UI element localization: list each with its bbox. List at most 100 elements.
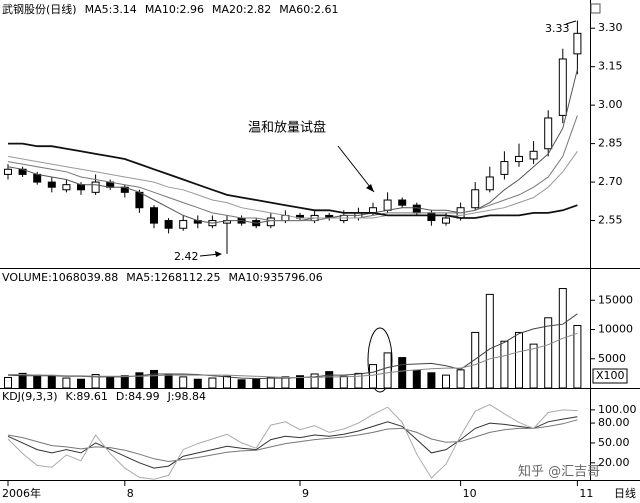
candle-body xyxy=(573,32,582,55)
arrow-head xyxy=(366,184,374,192)
volume-bar xyxy=(223,375,231,389)
volume-bar xyxy=(150,369,158,389)
y-tick-label: 20.00 xyxy=(598,456,630,469)
x-tick-label: 2006年 xyxy=(2,486,41,500)
volume-bar xyxy=(164,373,173,389)
candle-body xyxy=(91,181,100,193)
legend-entry: D:84.99 xyxy=(116,390,160,403)
candle-body xyxy=(383,199,392,211)
annotation: 3.33 xyxy=(545,22,570,35)
volume-bar xyxy=(369,364,377,389)
candle-body xyxy=(485,176,494,191)
y-tick-label: 80.00 xyxy=(598,416,630,429)
volume-bar xyxy=(442,374,450,389)
candle-body xyxy=(412,204,421,214)
volume-bar xyxy=(354,372,363,389)
panel-title: VOLUME:1068039.88 xyxy=(2,271,118,284)
volume-bar xyxy=(325,371,334,389)
candle-body xyxy=(47,181,56,188)
volume-bar xyxy=(33,374,42,389)
volume-bar xyxy=(529,343,538,389)
volume-bar xyxy=(485,293,494,389)
x-tick-label: 8 xyxy=(127,487,134,500)
candle-body xyxy=(33,173,42,183)
volume-bar xyxy=(208,377,217,389)
candle-body xyxy=(544,117,553,150)
legend-entry: MA60:2.61 xyxy=(279,3,338,16)
volume-bar xyxy=(500,340,509,389)
legend-entry: K:89.61 xyxy=(66,390,108,403)
candle-body xyxy=(135,191,144,209)
volume-bar xyxy=(18,372,27,389)
volume-bar xyxy=(91,374,100,389)
candle-body xyxy=(164,220,173,229)
y-tick-label: 3.30 xyxy=(598,21,623,34)
unit-label: X100 xyxy=(596,369,625,382)
series-line xyxy=(7,404,578,480)
candle-body xyxy=(398,199,407,206)
candle-body xyxy=(77,184,85,191)
y-tick-label: 3.00 xyxy=(598,98,623,111)
volume-bar xyxy=(427,372,436,389)
volume-bar xyxy=(281,376,290,389)
legend-entry: J:98.84 xyxy=(167,390,206,403)
watermark: 知乎 @汇吉哥 xyxy=(518,464,600,480)
panel-title: KDJ(9,3,3) xyxy=(2,390,58,403)
candle-body xyxy=(179,220,188,229)
legend-entry: MA20:2.82 xyxy=(212,3,271,16)
volume-bar xyxy=(106,376,115,389)
legend-entry: MA10:2.96 xyxy=(145,3,204,16)
volume-bar xyxy=(412,369,421,389)
window-icon[interactable] xyxy=(590,3,601,14)
unit-box xyxy=(592,368,628,384)
series-line xyxy=(8,142,578,219)
volume-bar xyxy=(120,375,129,389)
series-line xyxy=(7,416,578,469)
y-tick-label: 5000 xyxy=(598,352,626,365)
volume-bar xyxy=(339,375,348,389)
y-tick-label: 2.70 xyxy=(598,175,623,188)
annotation: 温和放量试盘 xyxy=(248,120,326,136)
volume-bar xyxy=(47,375,56,389)
volume-bar xyxy=(193,378,202,389)
series-line xyxy=(7,115,578,222)
x-tick-label: 10 xyxy=(463,487,477,500)
candle-body xyxy=(442,217,450,224)
annotation: 2.42 xyxy=(174,250,199,263)
volume-bar xyxy=(471,331,480,389)
volume-bar xyxy=(296,375,304,389)
candle-body xyxy=(500,161,509,175)
legend-entry: MA10:935796.06 xyxy=(228,271,322,284)
candle-body xyxy=(427,212,436,222)
y-tick-label: 2.55 xyxy=(598,214,623,227)
highlight-ellipse xyxy=(367,327,393,393)
y-tick-label: 100.00 xyxy=(598,403,637,416)
y-tick-label: 50.00 xyxy=(598,436,630,449)
series-line xyxy=(8,332,578,378)
candle-body xyxy=(471,189,480,209)
volume-bar xyxy=(310,373,319,389)
volume-bar xyxy=(266,376,275,389)
series-line xyxy=(7,419,578,463)
legend-entry: MA5:3.14 xyxy=(85,3,137,16)
x-tick-label: 9 xyxy=(302,487,309,500)
volume-bar xyxy=(135,372,144,389)
y-tick-label: 10000 xyxy=(598,323,633,336)
y-tick-label: 3.15 xyxy=(598,60,623,73)
candle-body xyxy=(558,58,567,116)
volume-bar xyxy=(179,376,188,389)
arrow-head xyxy=(215,251,222,257)
candle-body xyxy=(266,217,275,227)
volume-bar xyxy=(398,357,407,389)
candle-body xyxy=(515,155,523,163)
volume-bar xyxy=(383,352,392,389)
volume-bar xyxy=(4,376,12,389)
candle-body xyxy=(529,150,538,160)
series-line xyxy=(7,151,578,219)
volume-bar xyxy=(456,369,465,389)
x-tick-label: 11 xyxy=(579,487,593,500)
volume-bar xyxy=(515,331,523,389)
volume-bar xyxy=(237,379,246,389)
